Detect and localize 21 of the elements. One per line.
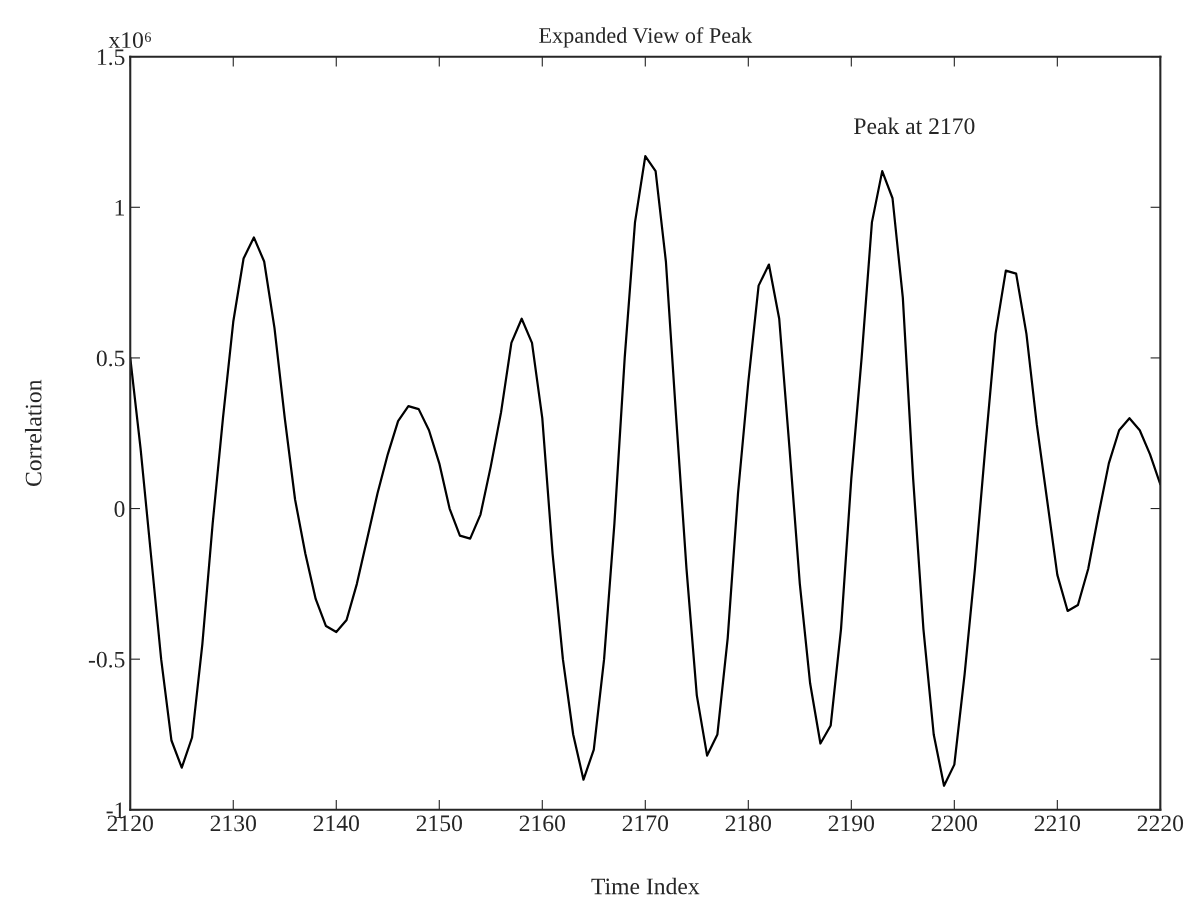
text: x10⁶ (108, 32, 151, 49)
annotation: Peak at 2170 (854, 117, 975, 135)
x-tick-label: 2150 (416, 815, 462, 832)
line-series (130, 154, 1161, 787)
x-tick-label: 2210 (1034, 815, 1081, 832)
x-tick-label: 2130 (210, 815, 256, 832)
y-tick-label: 1 (115, 199, 124, 216)
x-tick-label: 2160 (519, 815, 565, 832)
y-tick-label: 0.5 (96, 350, 125, 367)
y-tick-label: 1.5 (97, 49, 125, 66)
x-tick-label: 2140 (313, 815, 359, 832)
chart-title: Expanded View of Peak (539, 27, 753, 48)
y-axis-title: Correlation (24, 379, 42, 487)
y-tick-label: 0 (114, 501, 125, 517)
x-tick-label: 2170 (622, 815, 669, 832)
y-tick-label: -0.5 (88, 651, 125, 668)
x-tick-label: 2190 (828, 815, 875, 832)
x-axis-title: Time Index (591, 877, 700, 895)
x-tick-label: 2220 (1137, 815, 1184, 832)
x-tick-label: 2180 (725, 815, 772, 832)
x-tick-label: 2200 (931, 815, 978, 832)
